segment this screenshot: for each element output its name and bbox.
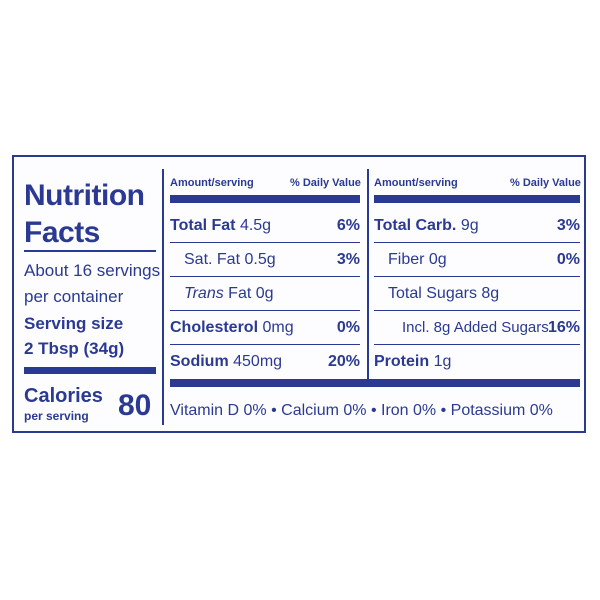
nutrient: Sodium — [170, 353, 229, 370]
nutrient-row: Incl. 8g Added Sugars 16% — [374, 311, 580, 345]
daily-value: 20% — [327, 353, 360, 370]
nutrient-row: Protein 1g — [374, 345, 580, 379]
daily-value: 0% — [556, 251, 580, 268]
dv-header: % Daily Value — [510, 177, 581, 189]
vitamin: Vitamin D 0% — [170, 402, 267, 419]
nutrient-row: Total Carb. 9g 3% — [374, 209, 580, 243]
nutrient: Incl. 8g Added Sugars — [402, 319, 549, 336]
serving-size-label: Serving size — [24, 314, 124, 333]
nutrient-row: Trans Fat 0g — [170, 277, 360, 311]
nutrient-row: Sat. Fat 0.5g 3% — [170, 243, 360, 277]
nutrient-row: Total Fat 4.5g 6% — [170, 209, 360, 243]
vitamin: Iron 0% — [381, 402, 437, 419]
calories-sub: per serving — [24, 409, 89, 423]
amount: 450mg — [233, 353, 283, 370]
daily-value: 3% — [556, 217, 580, 234]
servings: per container — [24, 287, 124, 306]
calories: 80 — [118, 389, 152, 422]
servings: About 16 servings — [24, 261, 161, 280]
calories-label: Calories — [24, 385, 103, 407]
dv-header: % Daily Value — [290, 177, 361, 189]
divider — [24, 367, 156, 374]
nutrient: Total Carb. — [374, 217, 457, 234]
amount: 9g — [460, 217, 479, 234]
amount: 4.5g — [239, 217, 272, 234]
daily-value: 6% — [336, 217, 360, 234]
divider — [170, 195, 360, 203]
daily-value: 3% — [336, 251, 360, 268]
amount: 8g — [481, 285, 500, 302]
nutrition-label: Nutrition Facts About 16 servings per co… — [12, 155, 586, 433]
amount: 0mg — [262, 319, 294, 336]
amount: 1g — [433, 353, 452, 370]
nutrient: Total Fat — [170, 217, 236, 234]
divider — [170, 379, 580, 387]
nutrient-row: Fiber 0g 0% — [374, 243, 580, 277]
nutrient-row: Total Sugars 8g — [374, 277, 580, 311]
nutrient-prefix: Trans — [184, 285, 224, 302]
divider — [367, 169, 369, 379]
nutrient: Protein — [374, 353, 430, 370]
serving-size: 2 Tbsp (34g) — [24, 339, 125, 358]
nutrient: Fiber — [388, 251, 425, 268]
nutrient: Sat. Fat — [184, 251, 241, 268]
amount-header: Amount/serving — [374, 177, 458, 189]
amount: 0g — [428, 251, 447, 268]
divider — [374, 195, 580, 203]
nutrient-row: Cholesterol 0mg 0% — [170, 311, 360, 345]
divider — [162, 169, 164, 425]
amount-header: Amount/serving — [170, 177, 254, 189]
daily-value: 16% — [547, 319, 580, 336]
amount: 0g — [255, 285, 274, 302]
nutrient: Cholesterol — [170, 319, 259, 336]
vitamin: Potassium 0% — [450, 402, 553, 419]
title: Nutrition Facts — [24, 179, 145, 249]
nutrient-row: Sodium 450mg 20% — [170, 345, 360, 379]
nutrient: Fat — [228, 285, 252, 302]
nutrient: Total Sugars — [388, 285, 477, 302]
divider — [24, 250, 156, 252]
amount: 0.5g — [244, 251, 276, 268]
vitamin: Calcium 0% — [281, 402, 367, 419]
vitamins: Vitamin D 0% • Calcium 0% • Iron 0% • Po… — [170, 402, 553, 419]
daily-value: 0% — [336, 319, 360, 336]
